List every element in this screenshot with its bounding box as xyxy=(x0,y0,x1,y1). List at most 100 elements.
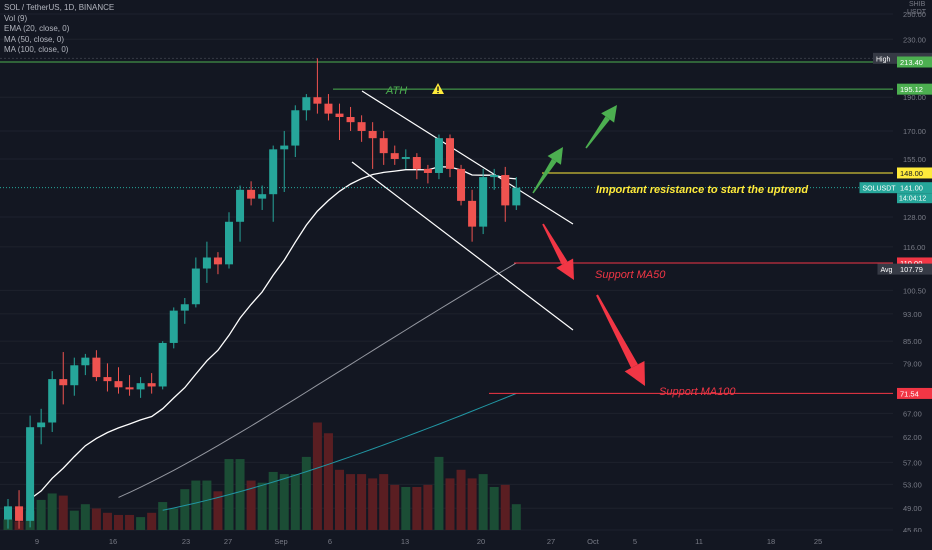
price-label-value: 195.12 xyxy=(900,85,923,94)
price-tick-label: 62.00 xyxy=(903,433,922,442)
price-tick-label: 57.00 xyxy=(903,458,922,467)
volume-bar xyxy=(114,514,123,530)
horizontal-levels xyxy=(0,57,893,394)
price-label-value: 71.54 xyxy=(900,389,919,398)
volume-bar xyxy=(346,474,356,530)
candle-body xyxy=(236,189,245,222)
volume-bar xyxy=(47,493,57,530)
candle-body xyxy=(346,117,355,123)
volume-bar xyxy=(323,433,333,530)
candle-body xyxy=(59,379,68,386)
volume-bar xyxy=(335,469,344,530)
forecast-arrows xyxy=(532,105,645,386)
volume-bar xyxy=(69,510,79,530)
volume-bar xyxy=(202,480,212,530)
candle-body xyxy=(280,145,289,150)
candle-body xyxy=(15,506,24,521)
volume-bar xyxy=(102,512,112,530)
arrow-head xyxy=(624,360,645,386)
price-label: 195.12 xyxy=(897,83,932,95)
support-ma50-label: Support MA50 xyxy=(595,269,666,281)
candle-body xyxy=(512,187,521,206)
price-label-tag: High xyxy=(876,56,891,63)
volume-bar xyxy=(423,484,433,530)
price-label-tag-box xyxy=(859,182,897,194)
volume-bar xyxy=(412,487,422,530)
down-arrow-large xyxy=(596,294,645,386)
time-label: 6 xyxy=(328,537,332,546)
candle-body xyxy=(247,189,256,199)
trend-channel xyxy=(351,90,574,331)
price-label-sub: 14:04:12 xyxy=(899,196,926,203)
candle-body xyxy=(368,130,377,139)
price-label-tag-box xyxy=(873,52,897,64)
candle-body xyxy=(324,103,333,114)
unit-label: USDT xyxy=(907,9,927,16)
candle-body xyxy=(291,110,300,146)
candle-body xyxy=(479,177,488,227)
price-tick-label: 230.00 xyxy=(903,35,926,44)
price-tick-label: 49.00 xyxy=(903,504,922,513)
time-label: 25 xyxy=(814,537,822,546)
price-label-box xyxy=(897,182,932,194)
volume-bar xyxy=(268,471,278,530)
price-tick-label: 45.60 xyxy=(903,526,922,535)
legend-symbol: SOL / TetherUS, 1D, BINANCE xyxy=(4,3,115,12)
down-arrow-small xyxy=(542,223,574,280)
time-label: 11 xyxy=(695,537,703,546)
resistance-label: Important resistance to start the uptren… xyxy=(596,184,808,196)
legend-indicator-ma50[interactable]: MA (50, close, 0) xyxy=(4,34,65,44)
candle-body xyxy=(446,138,454,169)
price-label-tag: SOLUSDT xyxy=(863,186,897,193)
candle-body xyxy=(70,365,79,386)
price-label-value: 110.00 xyxy=(900,259,922,268)
arrow-shaft xyxy=(532,158,557,194)
volume-bar xyxy=(191,480,201,530)
candle-body xyxy=(158,342,167,387)
arrow-head xyxy=(556,258,574,280)
chart-grid xyxy=(0,13,893,531)
time-label: 27 xyxy=(224,537,232,546)
arrow-shaft xyxy=(596,294,638,368)
candle-body xyxy=(92,357,101,378)
price-label-box xyxy=(897,257,932,269)
legend-indicator-vol[interactable]: Vol (9) xyxy=(4,13,28,23)
volume-bars xyxy=(3,422,521,530)
candle-body xyxy=(401,157,410,159)
price-tick-label: 170.00 xyxy=(903,127,926,136)
legend-indicator-ema20[interactable]: EMA (20, close, 0) xyxy=(4,24,70,33)
volume-bar xyxy=(213,491,223,530)
time-label: 9 xyxy=(35,537,39,546)
candle-body xyxy=(81,357,90,366)
price-label-tag: Avg xyxy=(881,267,893,274)
candle-body xyxy=(501,175,510,206)
warning-icon xyxy=(432,83,444,94)
volume-bar xyxy=(257,482,267,530)
price-label-value: 148.00 xyxy=(900,169,923,178)
time-label: 18 xyxy=(767,537,775,546)
price-tick-label: 116.00 xyxy=(903,243,925,252)
volume-bar xyxy=(368,478,378,530)
volume-bar xyxy=(246,480,256,530)
volume-bar xyxy=(158,502,168,530)
price-label: 71.54 xyxy=(897,387,932,399)
ma-50-line xyxy=(118,262,517,498)
channel-lower-line xyxy=(351,161,574,331)
candle-body xyxy=(313,97,322,104)
price-tick-label: 85.00 xyxy=(903,337,922,346)
candle-body xyxy=(412,157,421,169)
price-label: 148.00 xyxy=(897,167,932,179)
price-label-sub-box xyxy=(897,193,932,204)
price-tick-label: 100.50 xyxy=(903,286,926,295)
up-arrow-large xyxy=(585,105,617,149)
volume-bar xyxy=(235,459,245,530)
candle-body xyxy=(147,383,156,387)
unit-top-label: SHIB xyxy=(909,1,926,8)
volume-bar xyxy=(467,478,477,530)
legend-indicator-ma100[interactable]: MA (100, close, 0) xyxy=(4,45,69,54)
volume-bar xyxy=(136,517,146,530)
volume-bar xyxy=(58,495,68,530)
volume-bar xyxy=(489,487,499,530)
